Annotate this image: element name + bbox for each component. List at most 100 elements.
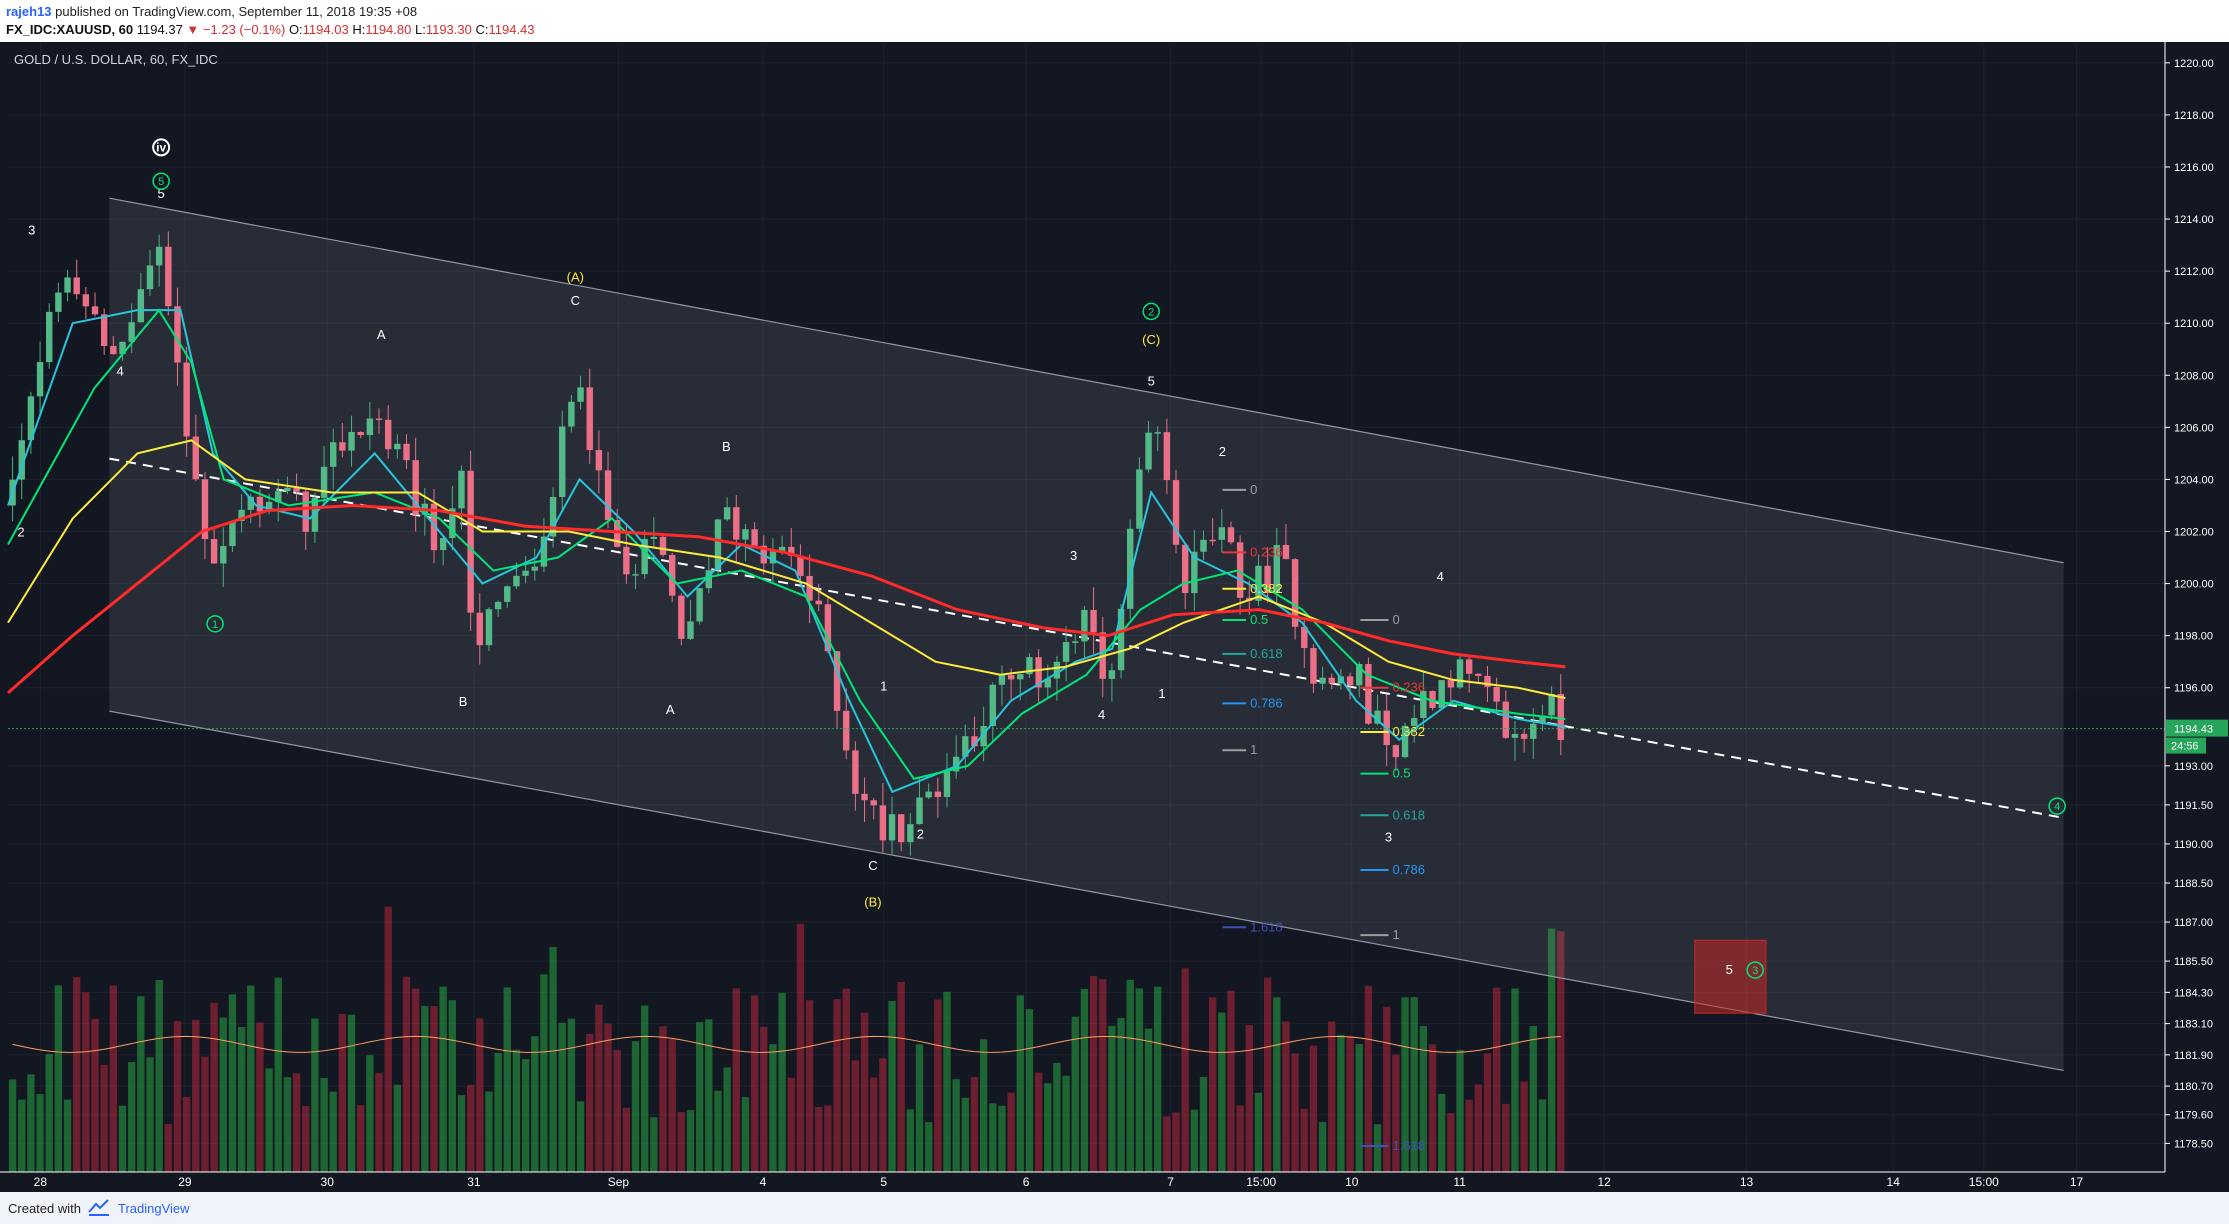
publish-info: rajeh13 published on TradingView.com, Se…	[6, 4, 417, 19]
high-label: H:	[352, 22, 366, 37]
volume-bar	[1428, 1044, 1437, 1172]
candle	[91, 306, 99, 315]
volume-bar	[824, 1105, 832, 1172]
circled-wave-marker	[206, 615, 224, 633]
candle	[1310, 648, 1317, 684]
candle	[1511, 733, 1519, 738]
volume-bar	[45, 1054, 53, 1172]
fib-level-label: 0.618	[1250, 646, 1283, 661]
volume-bar	[1355, 1043, 1363, 1172]
volume-bar	[851, 1060, 860, 1172]
volume-bar	[1474, 1084, 1482, 1172]
axes: 1220.001218.001216.001214.001212.001210.…	[0, 42, 2229, 1192]
volume-bar	[402, 976, 411, 1172]
volume-bar	[36, 1094, 44, 1172]
candle	[1410, 717, 1418, 726]
candle	[559, 426, 566, 497]
candle	[1465, 659, 1473, 674]
circled-wave-marker	[152, 138, 171, 157]
candle	[824, 604, 832, 652]
volume-bar	[833, 999, 841, 1172]
candle	[174, 306, 181, 363]
volume-bar	[842, 988, 850, 1172]
volume-bar	[1199, 1076, 1208, 1172]
wave-label: 4	[117, 363, 124, 378]
candle	[934, 791, 942, 798]
volume-bar	[421, 1006, 429, 1172]
footer: Created with TradingView	[0, 1192, 2229, 1224]
time-axis[interactable]	[0, 1172, 2229, 1192]
candle	[1493, 686, 1500, 702]
candle	[284, 487, 291, 492]
candle	[659, 536, 667, 555]
volume-bar	[82, 992, 90, 1172]
candle	[577, 387, 584, 402]
candle	[1209, 539, 1216, 542]
volume-bar	[91, 1018, 99, 1172]
volume-bar	[668, 1039, 676, 1172]
candle	[952, 756, 960, 772]
volume-bar	[1502, 1103, 1510, 1172]
candle	[458, 470, 465, 509]
volume-bar	[1364, 985, 1373, 1172]
wave-label: 1	[880, 678, 887, 693]
candle	[1200, 539, 1207, 552]
candle	[778, 546, 786, 552]
volume-bar	[201, 1056, 209, 1172]
chart-area[interactable]: 0 0.236 0.382 0.5 0.618 0.786 1 1.618 0 0.236 0.38…	[0, 42, 2229, 1192]
circled-wave-marker	[1142, 302, 1160, 321]
volume-bar	[1117, 1017, 1125, 1172]
volume-bar	[210, 1002, 218, 1172]
candle	[375, 418, 383, 420]
candle	[1356, 664, 1363, 686]
target-zone-box[interactable]	[1694, 939, 1767, 1014]
y-tick-label: 1212.00	[2174, 266, 2214, 278]
volume-bar	[1154, 986, 1162, 1172]
candle	[751, 529, 758, 546]
candle	[714, 519, 722, 571]
volume-bar	[357, 1105, 365, 1172]
volume-bar	[1328, 1021, 1336, 1172]
candle	[55, 292, 62, 312]
candle	[192, 436, 200, 480]
candle	[897, 814, 905, 843]
volume-bar	[1483, 1053, 1492, 1172]
candle	[238, 509, 245, 521]
volume-bar	[512, 1049, 521, 1172]
volume-bar	[1227, 990, 1235, 1172]
volume-bar	[1465, 1099, 1473, 1172]
tradingview-link[interactable]: TradingView	[118, 1201, 190, 1216]
volume-bar	[476, 1018, 484, 1172]
tradingview-logo-icon	[88, 1199, 109, 1216]
candle	[1548, 693, 1555, 716]
volume-bar	[595, 1004, 603, 1172]
candle	[998, 675, 1006, 685]
wave-label: A	[377, 327, 386, 342]
candle	[110, 345, 117, 355]
y-tick-label: 1196.00	[2174, 683, 2213, 695]
price-axis[interactable]	[2165, 42, 2229, 1192]
volume-bar	[934, 999, 942, 1172]
candle	[586, 387, 593, 451]
candle	[384, 419, 392, 450]
candle	[1365, 664, 1372, 724]
candle	[1017, 674, 1024, 680]
volume-bar	[1263, 977, 1272, 1172]
candle	[256, 496, 264, 512]
volume-bar	[897, 982, 905, 1172]
volume-bar	[1447, 1113, 1455, 1172]
series-line	[7, 439, 1566, 700]
last-price: 1194.37	[136, 22, 183, 37]
candle	[1520, 733, 1528, 739]
channel-upper-line[interactable]	[109, 197, 2064, 564]
candle	[1053, 661, 1061, 679]
volume-bar	[558, 1022, 566, 1172]
author-link[interactable]: rajeh13	[6, 4, 52, 19]
candle	[696, 588, 703, 622]
candle	[183, 362, 190, 437]
candle	[439, 538, 447, 551]
fib-level-label: 1	[1250, 742, 1257, 757]
price-chart[interactable]: 0 0.236 0.382 0.5 0.618 0.786 1 1.618 0 0.236 0.38…	[0, 42, 2229, 1192]
x-tick-label: 11	[1453, 1175, 1466, 1189]
candle	[1236, 542, 1244, 598]
